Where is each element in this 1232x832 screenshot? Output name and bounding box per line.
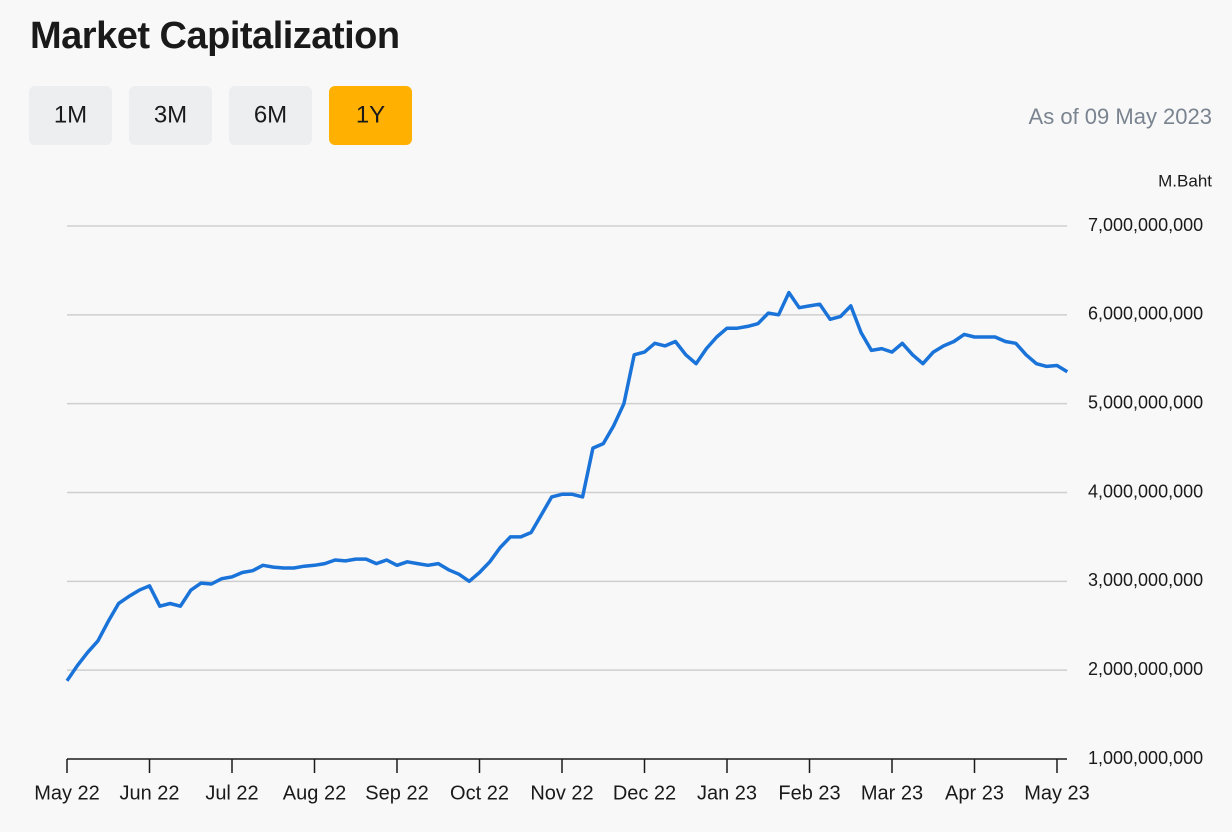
x-tick-label: Aug 22	[283, 782, 346, 804]
range-button[interactable]: 6M	[229, 86, 312, 145]
button-bg[interactable]	[229, 86, 312, 145]
range-button[interactable]: 1Y	[329, 86, 412, 145]
y-tick-label: 6,000,000,000	[1088, 304, 1203, 324]
button-bg[interactable]	[129, 86, 212, 145]
x-tick-label: Sep 22	[365, 782, 428, 804]
range-button[interactable]: 1M	[29, 86, 112, 145]
x-tick-label: Nov 22	[530, 782, 593, 804]
y-tick-label: 7,000,000,000	[1088, 215, 1203, 235]
x-tick-label: Jul 22	[205, 782, 258, 804]
x-tick-label: Oct 22	[450, 782, 509, 804]
button-label[interactable]: 3M	[154, 101, 187, 128]
x-tick-label: Feb 23	[778, 782, 840, 804]
x-tick-label: Apr 23	[945, 782, 1004, 804]
y-tick-label: 4,000,000,000	[1088, 481, 1203, 501]
y-tick-label: 1,000,000,000	[1088, 748, 1203, 768]
button-bg[interactable]	[329, 86, 412, 145]
button-label[interactable]: 6M	[254, 101, 287, 128]
x-tick-label: May 23	[1024, 782, 1090, 804]
unit-label: M.Baht	[1158, 171, 1212, 190]
widget-title: Market Capitalization	[30, 15, 400, 57]
y-tick-label: 5,000,000,000	[1088, 392, 1203, 412]
range-button[interactable]: 3M	[129, 86, 212, 145]
y-tick-label: 2,000,000,000	[1088, 659, 1203, 679]
button-label[interactable]: 1M	[54, 101, 87, 128]
market-cap-line	[65, 290, 1069, 682]
button-label[interactable]: 1Y	[356, 101, 385, 128]
x-tick-label: Jan 23	[697, 782, 757, 804]
button-bg[interactable]	[29, 86, 112, 145]
y-tick-label: 3,000,000,000	[1088, 570, 1203, 590]
as-of-date: As of 09 May 2023	[1029, 104, 1212, 129]
x-tick-label: May 22	[34, 782, 100, 804]
x-tick-label: Jun 22	[119, 782, 179, 804]
x-tick-label: Dec 22	[613, 782, 676, 804]
x-tick-label: Mar 23	[861, 782, 923, 804]
